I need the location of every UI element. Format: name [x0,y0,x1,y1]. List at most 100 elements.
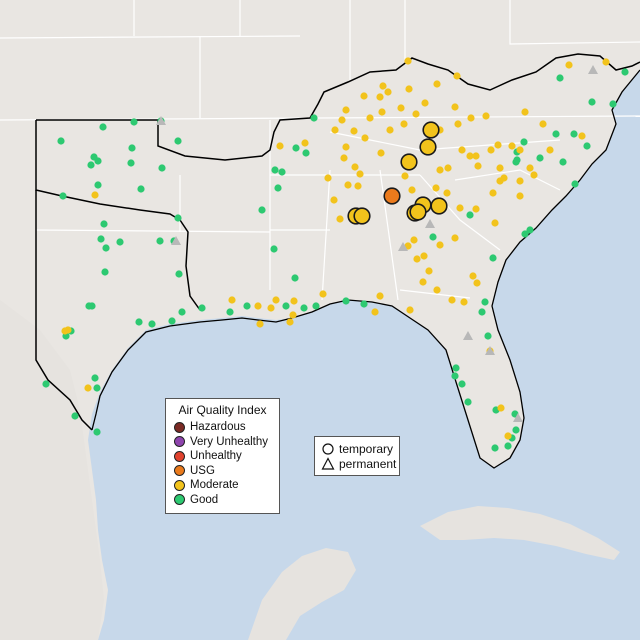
moderate-monitor-point[interactable] [436,166,444,174]
moderate-monitor-point[interactable] [371,308,379,316]
moderate-monitor-point[interactable] [436,241,444,249]
moderate-monitor-point[interactable] [256,320,264,328]
temporary-monitor-point[interactable] [422,121,440,139]
moderate-monitor-point[interactable] [433,286,441,294]
good-monitor-point[interactable] [94,181,102,189]
good-monitor-point[interactable] [588,98,596,106]
good-monitor-point[interactable] [571,180,579,188]
moderate-monitor-point[interactable] [386,126,394,134]
moderate-monitor-point[interactable] [530,171,538,179]
moderate-monitor-point[interactable] [338,116,346,124]
permanent-monitor-triangle[interactable] [171,236,181,245]
moderate-monitor-point[interactable] [254,302,262,310]
moderate-monitor-point[interactable] [354,182,362,190]
moderate-monitor-point[interactable] [412,110,420,118]
moderate-monitor-point[interactable] [474,162,482,170]
good-monitor-point[interactable] [258,206,266,214]
moderate-monitor-point[interactable] [420,252,428,260]
good-monitor-point[interactable] [156,237,164,245]
permanent-monitor-triangle[interactable] [425,219,435,228]
good-monitor-point[interactable] [270,245,278,253]
moderate-monitor-point[interactable] [453,72,461,80]
moderate-monitor-point[interactable] [401,172,409,180]
good-monitor-point[interactable] [521,230,529,238]
moderate-monitor-point[interactable] [91,191,99,199]
moderate-monitor-point[interactable] [421,99,429,107]
good-monitor-point[interactable] [42,380,50,388]
good-monitor-point[interactable] [137,185,145,193]
moderate-monitor-point[interactable] [331,126,339,134]
good-monitor-point[interactable] [282,302,290,310]
permanent-monitor-triangle[interactable] [156,116,166,125]
moderate-monitor-point[interactable] [516,192,524,200]
temporary-monitor-point[interactable] [400,153,418,171]
moderate-monitor-point[interactable] [408,186,416,194]
moderate-monitor-point[interactable] [330,196,338,204]
temporary-monitor-point[interactable] [383,187,401,205]
good-monitor-point[interactable] [292,144,300,152]
good-monitor-point[interactable] [130,118,138,126]
good-monitor-point[interactable] [536,154,544,162]
moderate-monitor-point[interactable] [521,108,529,116]
moderate-monitor-point[interactable] [404,57,412,65]
moderate-monitor-point[interactable] [467,114,475,122]
good-monitor-point[interactable] [174,137,182,145]
moderate-monitor-point[interactable] [546,146,554,154]
moderate-monitor-point[interactable] [497,404,505,412]
good-monitor-point[interactable] [271,166,279,174]
moderate-monitor-point[interactable] [443,189,451,197]
good-monitor-point[interactable] [360,300,368,308]
moderate-monitor-point[interactable] [489,189,497,197]
good-monitor-point[interactable] [484,332,492,340]
moderate-monitor-point[interactable] [336,215,344,223]
moderate-monitor-point[interactable] [516,177,524,185]
moderate-monitor-point[interactable] [413,255,421,263]
moderate-monitor-point[interactable] [500,174,508,182]
good-monitor-point[interactable] [99,123,107,131]
good-monitor-point[interactable] [94,157,102,165]
moderate-monitor-point[interactable] [494,141,502,149]
moderate-monitor-point[interactable] [84,384,92,392]
moderate-monitor-point[interactable] [406,306,414,314]
good-monitor-point[interactable] [481,298,489,306]
good-monitor-point[interactable] [198,304,206,312]
good-monitor-point[interactable] [127,159,135,167]
moderate-monitor-point[interactable] [61,327,69,335]
moderate-monitor-point[interactable] [267,304,275,312]
moderate-monitor-point[interactable] [397,104,405,112]
good-monitor-point[interactable] [93,428,101,436]
good-monitor-point[interactable] [87,161,95,169]
moderate-monitor-point[interactable] [324,174,332,182]
moderate-monitor-point[interactable] [432,184,440,192]
temporary-monitor-point[interactable] [419,138,437,156]
moderate-monitor-point[interactable] [460,298,468,306]
moderate-monitor-point[interactable] [516,146,524,154]
moderate-monitor-point[interactable] [342,143,350,151]
moderate-monitor-point[interactable] [469,272,477,280]
good-monitor-point[interactable] [478,308,486,316]
moderate-monitor-point[interactable] [433,80,441,88]
good-monitor-point[interactable] [100,220,108,228]
good-monitor-point[interactable] [504,442,512,450]
moderate-monitor-point[interactable] [508,142,516,150]
good-monitor-point[interactable] [91,374,99,382]
good-monitor-point[interactable] [59,192,67,200]
good-monitor-point[interactable] [451,372,459,380]
temporary-monitor-point[interactable] [430,197,448,215]
good-monitor-point[interactable] [175,270,183,278]
good-monitor-point[interactable] [168,317,176,325]
moderate-monitor-point[interactable] [350,127,358,135]
good-monitor-point[interactable] [158,164,166,172]
good-monitor-point[interactable] [312,302,320,310]
moderate-monitor-point[interactable] [473,279,481,287]
moderate-monitor-point[interactable] [496,164,504,172]
moderate-monitor-point[interactable] [378,108,386,116]
good-monitor-point[interactable] [243,302,251,310]
moderate-monitor-point[interactable] [419,278,427,286]
moderate-monitor-point[interactable] [578,132,586,140]
moderate-monitor-point[interactable] [472,205,480,213]
good-monitor-point[interactable] [556,74,564,82]
good-monitor-point[interactable] [429,233,437,241]
moderate-monitor-point[interactable] [301,139,309,147]
moderate-monitor-point[interactable] [448,296,456,304]
